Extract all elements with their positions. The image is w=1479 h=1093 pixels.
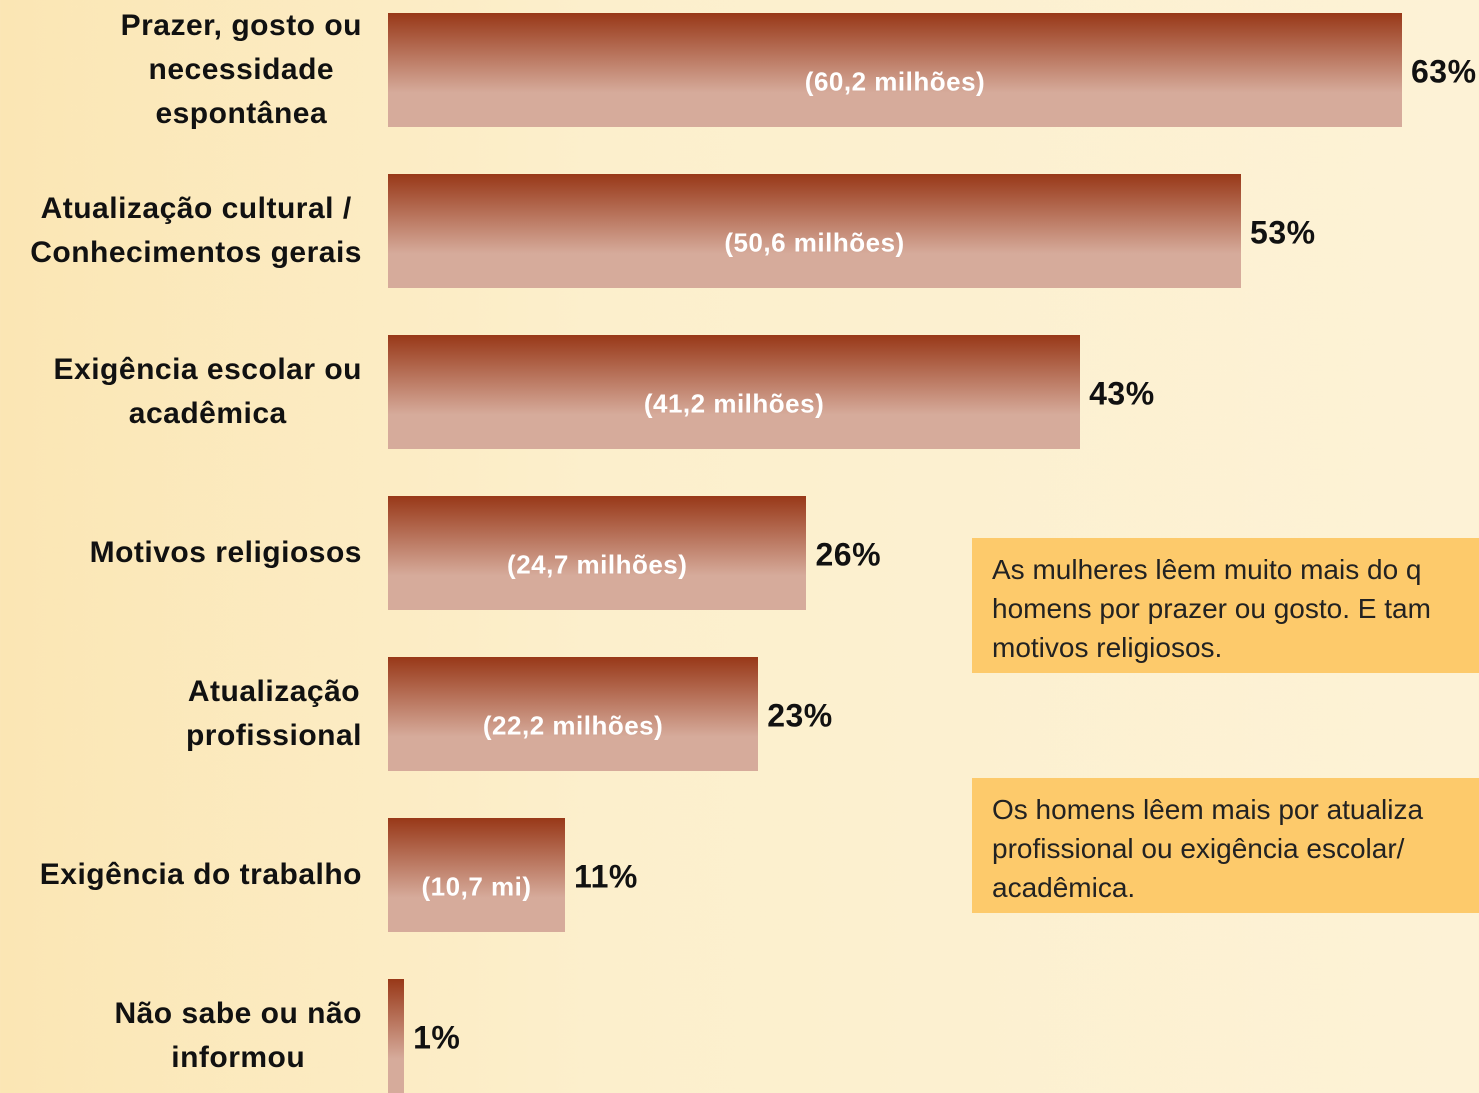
category-label: Atualização profissional [0,670,362,758]
category-label: Motivos religiosos [0,531,362,575]
inner-label: (24,7 milhões) [507,549,688,580]
category-text: Motivos religiosos [89,536,362,569]
category-label: Exigência do trabalho [0,853,362,897]
bar [388,979,405,1093]
value-label: 63% [1411,53,1477,90]
category-text: Não sabe ou não informou [114,997,362,1074]
inner-label: (50,6 milhões) [724,227,905,258]
category-label: Não sabe ou não informou [0,992,362,1080]
bar [388,174,1242,288]
bar [388,335,1081,449]
inner-label: (10,7 mi) [421,871,532,902]
value-label: 23% [767,697,833,734]
category-text: Atualização cultural / Conhecimentos ger… [30,192,362,269]
category-label: Atualização cultural / Conhecimentos ger… [0,187,362,275]
category-label: Prazer, gosto ou necessidade espontânea [0,4,362,136]
value-label: 43% [1089,375,1155,412]
note-box: As mulheres lêem muito mais do q homens … [972,538,1479,673]
category-text: Exigência escolar ou acadêmica [53,353,362,430]
bar [388,818,566,932]
bar [388,657,759,771]
category-label: Exigência escolar ou acadêmica [0,348,362,436]
category-text: Exigência do trabalho [39,858,362,891]
value-label: 53% [1250,214,1316,251]
inner-label: (60,2 milhões) [804,66,986,97]
note-box: Os homens lêem mais por atualiza profiss… [972,778,1479,913]
category-text: Prazer, gosto ou necessidade espontânea [120,9,362,130]
value-label: 11% [574,858,638,895]
bar [388,13,1402,127]
inner-label: (41,2 milhões) [643,388,825,419]
value-label: 26% [815,536,882,573]
inner-label: (22,2 milhões) [482,710,664,741]
value-label: 1% [413,1019,461,1056]
bar [388,496,807,610]
category-text: Atualização profissional [185,675,362,752]
